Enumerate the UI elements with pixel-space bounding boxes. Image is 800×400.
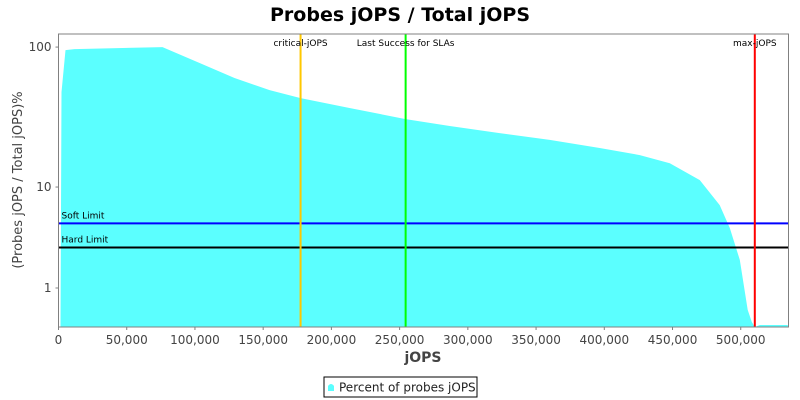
y-axis: 1 10 100	[29, 40, 59, 295]
x-axis: 0 50,000 100,000 150,000 200,000 250,000 300,0…	[55, 327, 766, 347]
y-tick-label: 10	[36, 180, 51, 194]
x-tick-label: 450,000	[648, 333, 698, 347]
plot-border	[58, 33, 789, 328]
x-tick-label: 200,000	[307, 333, 357, 347]
y-tick-label: 1	[44, 281, 52, 295]
legend-label: Percent of probes jOPS	[339, 381, 476, 395]
x-axis-label: jOPS	[403, 350, 441, 366]
marker-label: critical-jOPS	[273, 39, 327, 49]
x-tick-label: 300,000	[443, 333, 493, 347]
plot-area: Soft Limit Hard Limit critical-jOPS Last Su…	[58, 33, 789, 328]
marker-label: max-jOPS	[733, 39, 777, 49]
legend-marker	[328, 384, 334, 391]
x-tick-label: 0	[55, 333, 63, 347]
y-axis-label: (Probes jOPS / Total jOPS)%	[11, 91, 26, 268]
x-tick-label: 100,000	[170, 333, 220, 347]
x-tick-label: 50,000	[106, 333, 148, 347]
x-tick-label: 250,000	[375, 333, 425, 347]
x-tick-label: 400,000	[579, 333, 629, 347]
x-tick-label: 350,000	[511, 333, 561, 347]
x-tick-label: 150,000	[238, 333, 288, 347]
marker-label: Soft Limit	[62, 211, 105, 221]
chart-title: Probes jOPS / Total jOPS	[270, 4, 530, 26]
marker-label: Last Success for SLAs	[357, 39, 455, 49]
marker-label: Hard Limit	[62, 235, 109, 245]
area-series	[60, 47, 788, 327]
y-tick-label: 100	[29, 40, 52, 54]
legend: Percent of probes jOPS	[323, 376, 478, 398]
x-tick-label: 500,000	[716, 333, 766, 347]
legend-box	[323, 376, 478, 398]
